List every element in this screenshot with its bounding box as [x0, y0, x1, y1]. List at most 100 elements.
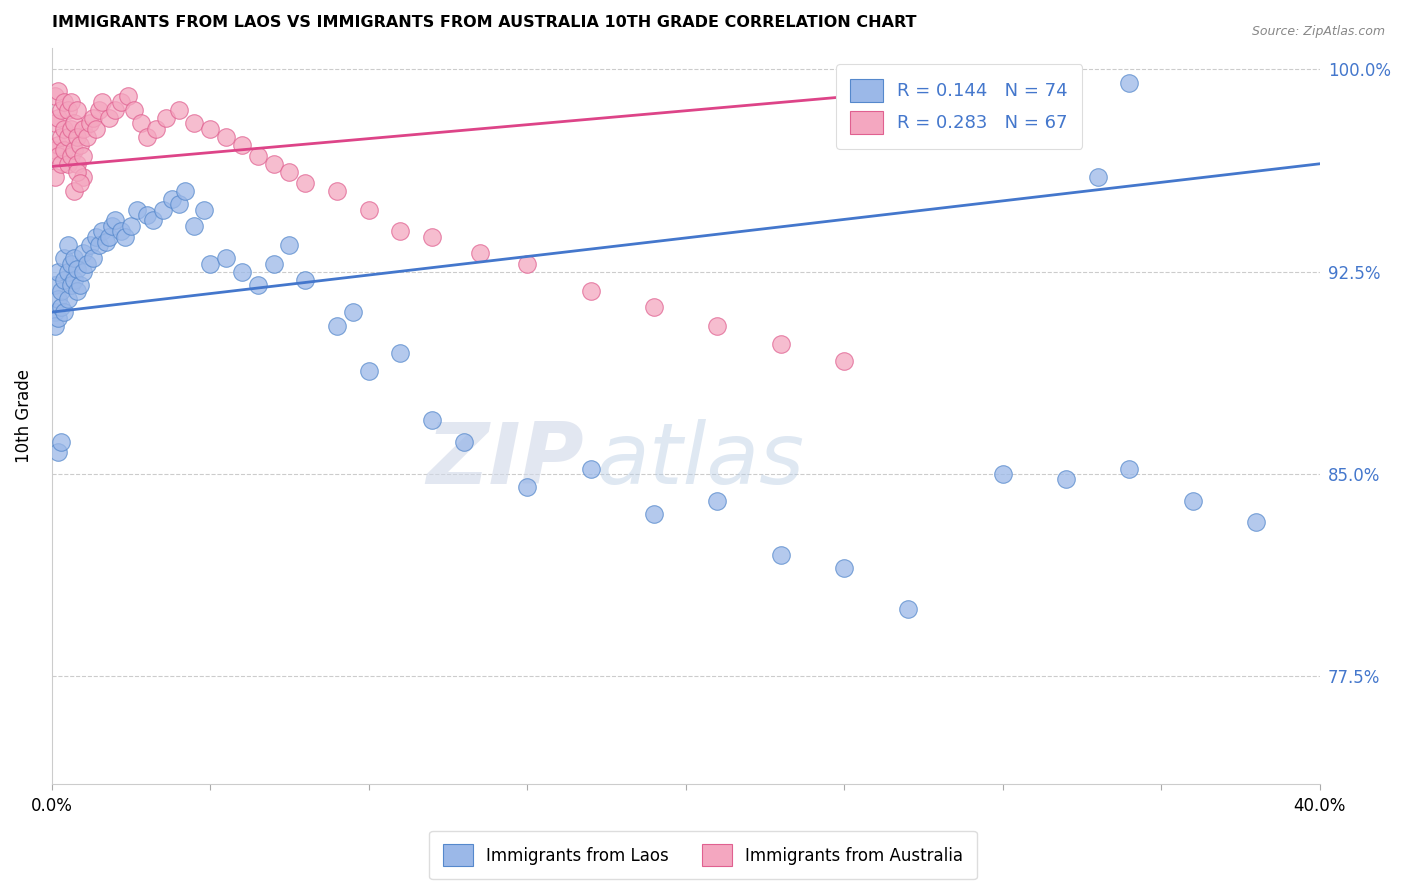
Point: [643, 300, 665, 314]
Point: [53, 121, 76, 136]
Point: [79, 237, 101, 252]
Point: [59, 95, 82, 109]
Point: [63, 273, 86, 287]
Point: [63, 116, 86, 130]
Point: [120, 219, 142, 233]
Point: [420, 229, 443, 244]
Point: [246, 149, 269, 163]
Point: [46, 149, 69, 163]
Point: [1246, 516, 1268, 530]
Point: [114, 229, 136, 244]
Text: ZIP: ZIP: [426, 418, 585, 501]
Point: [44, 318, 66, 333]
Point: [200, 121, 222, 136]
Point: [53, 251, 76, 265]
Point: [991, 467, 1014, 481]
Point: [46, 137, 69, 152]
Point: [72, 245, 94, 260]
Point: [51, 284, 73, 298]
Legend: Immigrants from Laos, Immigrants from Australia: Immigrants from Laos, Immigrants from Au…: [429, 831, 977, 880]
Point: [51, 300, 73, 314]
Point: [117, 89, 139, 103]
Text: Source: ZipAtlas.com: Source: ZipAtlas.com: [1251, 25, 1385, 38]
Text: atlas: atlas: [598, 418, 806, 501]
Point: [769, 337, 792, 351]
Point: [59, 256, 82, 270]
Point: [389, 345, 412, 359]
Point: [215, 129, 238, 144]
Point: [643, 508, 665, 522]
Point: [72, 170, 94, 185]
Point: [44, 89, 66, 103]
Point: [76, 256, 98, 270]
Point: [200, 256, 222, 270]
Point: [579, 461, 602, 475]
Point: [56, 265, 79, 279]
Point: [56, 103, 79, 117]
Point: [832, 561, 855, 575]
Point: [53, 144, 76, 158]
Point: [51, 157, 73, 171]
Point: [160, 192, 183, 206]
Point: [420, 413, 443, 427]
Point: [63, 144, 86, 158]
Point: [44, 170, 66, 185]
Point: [101, 219, 124, 233]
Point: [468, 245, 491, 260]
Point: [294, 176, 316, 190]
Point: [53, 95, 76, 109]
Point: [104, 103, 127, 117]
Point: [89, 237, 111, 252]
Point: [357, 202, 380, 217]
Point: [63, 184, 86, 198]
Point: [89, 103, 111, 117]
Point: [183, 116, 205, 130]
Point: [173, 184, 195, 198]
Text: IMMIGRANTS FROM LAOS VS IMMIGRANTS FROM AUSTRALIA 10TH GRADE CORRELATION CHART: IMMIGRANTS FROM LAOS VS IMMIGRANTS FROM …: [52, 15, 917, 30]
Point: [79, 116, 101, 130]
Point: [215, 251, 238, 265]
Point: [246, 278, 269, 293]
Point: [72, 265, 94, 279]
Point: [51, 434, 73, 449]
Point: [152, 202, 174, 217]
Point: [1087, 170, 1109, 185]
Point: [706, 494, 728, 508]
Point: [69, 137, 91, 152]
Point: [72, 121, 94, 136]
Point: [278, 165, 301, 179]
Point: [59, 278, 82, 293]
Point: [59, 121, 82, 136]
Point: [122, 103, 145, 117]
Legend: R = 0.144   N = 74, R = 0.283   N = 67: R = 0.144 N = 74, R = 0.283 N = 67: [837, 64, 1083, 149]
Point: [91, 95, 114, 109]
Point: [579, 284, 602, 298]
Point: [1118, 76, 1140, 90]
Point: [135, 129, 157, 144]
Point: [76, 129, 98, 144]
Point: [59, 149, 82, 163]
Point: [84, 229, 107, 244]
Point: [145, 121, 167, 136]
Point: [46, 265, 69, 279]
Point: [1054, 472, 1077, 486]
Point: [193, 202, 215, 217]
Point: [278, 237, 301, 252]
Point: [56, 292, 79, 306]
Point: [56, 157, 79, 171]
Point: [110, 95, 132, 109]
Point: [51, 129, 73, 144]
Point: [1181, 494, 1204, 508]
Point: [53, 305, 76, 319]
Point: [63, 251, 86, 265]
Point: [357, 364, 380, 378]
Point: [769, 548, 792, 562]
Point: [342, 305, 364, 319]
Point: [84, 121, 107, 136]
Point: [82, 251, 104, 265]
Point: [94, 235, 117, 249]
Point: [66, 129, 89, 144]
Point: [897, 601, 920, 615]
Point: [1118, 461, 1140, 475]
Point: [44, 116, 66, 130]
